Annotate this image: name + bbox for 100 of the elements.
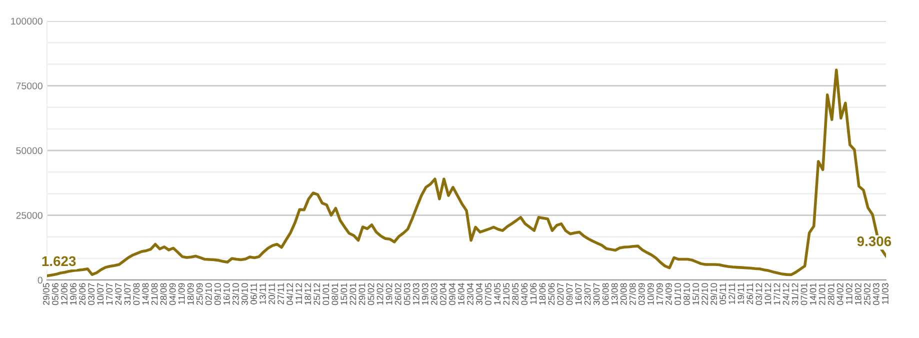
x-tick-label: 18/12 [304, 283, 312, 305]
x-tick-label: 25/02 [864, 283, 870, 305]
x-tick-label: 06/08 [602, 283, 609, 306]
x-tick-label: 28/05 [512, 283, 519, 305]
x-tick-label: 25/06 [548, 283, 555, 305]
x-tick-label: 25/09 [196, 283, 203, 305]
x-tick-label: 03/07 [88, 283, 95, 306]
x-tick-label: 05/11 [719, 283, 726, 304]
x-tick-label: 28/08 [160, 283, 167, 305]
x-tick-label: 07/05 [484, 283, 492, 306]
x-tick-label: 12/06 [60, 283, 68, 305]
x-tick-label: 11/02 [846, 283, 852, 304]
y-tick-label: 100000 [11, 18, 42, 25]
x-tick-label: 26/03 [430, 283, 438, 305]
x-tick-label: 04/09 [169, 283, 176, 306]
x-tick-label: 05/06 [52, 283, 58, 306]
x-tick-label: 15/01 [340, 283, 348, 305]
x-tick-label: 27/08 [629, 283, 636, 305]
x-tick-label: 05/03 [404, 283, 410, 306]
x-tick-label: 21/08 [151, 283, 158, 305]
x-tick-label: 23/10 [232, 283, 239, 305]
x-tick-label: 06/11 [250, 283, 257, 304]
x-tick-label: 30/10 [241, 283, 248, 306]
x-tick-label: 10/07 [96, 283, 104, 305]
x-tick-label: 02/10 [205, 283, 212, 306]
x-tick-label: 15/10 [692, 283, 699, 305]
x-tick-label: 14/05 [494, 283, 500, 305]
x-tick-label: 09/10 [214, 283, 221, 306]
x-tick-label: 21/05 [502, 283, 510, 305]
x-tick-label: 11/09 [178, 283, 185, 304]
x-tick-label: 11/06 [530, 283, 537, 304]
x-tick-label: 10/12 [764, 283, 772, 305]
y-tick-label: 25000 [16, 212, 42, 219]
x-tick-label: 29/05 [42, 283, 50, 305]
x-tick-label: 05/02 [368, 283, 374, 306]
x-tick-label: 11/03 [882, 283, 888, 304]
x-tick-label: 12/03 [412, 283, 420, 305]
x-tick-label: 18/02 [854, 283, 862, 305]
x-tick-label: 19/03 [422, 283, 428, 305]
annotation: 9.306 [857, 236, 892, 246]
x-tick-label: 01/01 [322, 283, 330, 306]
x-tick-label: 24/07 [114, 283, 122, 305]
x-tick-label: 07/08 [133, 283, 140, 306]
x-tick-label: 16/04 [458, 283, 464, 305]
x-tick-label: 19/02 [386, 283, 392, 305]
x-tick-label: 19/06 [70, 283, 76, 305]
x-tick-label: 26/06 [78, 283, 86, 305]
x-tick-label: 04/06 [520, 283, 528, 306]
x-tick-label: 13/08 [611, 283, 618, 305]
x-tick-label: 12/11 [728, 283, 736, 304]
x-tick-label: 25/12 [313, 283, 320, 305]
x-tick-label: 10/09 [647, 283, 654, 305]
x-tick-label: 30/04 [476, 283, 482, 306]
x-tick-label: 16/07 [575, 283, 582, 305]
x-tick-label: 11/12 [295, 283, 302, 304]
x-tick-label: 09/07 [566, 283, 573, 306]
x-tick-label: 02/07 [557, 283, 564, 306]
x-tick-label: 17/09 [656, 283, 663, 305]
x-tick-label: 14/01 [810, 283, 816, 305]
x-tick-label: 19/11 [737, 283, 744, 304]
x-tick-label: 03/12 [755, 283, 762, 306]
x-tick-label: 29/10 [710, 283, 718, 305]
x-tick-label: 22/10 [701, 283, 708, 305]
x-tick-label: 27/11 [277, 283, 284, 304]
x-tick-label: 07/01 [800, 283, 808, 306]
x-tick-label: 13/11 [259, 283, 266, 304]
x-tick-label: 04/02 [836, 283, 844, 306]
x-tick-label: 23/04 [466, 283, 474, 305]
x-tick-label: 16/10 [223, 283, 230, 305]
annotation: 1.623 [42, 256, 76, 266]
x-tick-label: 21/01 [818, 283, 826, 305]
x-tick-label: 03/09 [638, 283, 645, 306]
y-tick-label: 50000 [16, 147, 42, 154]
x-tick-label: 20/08 [620, 283, 627, 305]
x-tick-label: 17/07 [106, 283, 113, 305]
x-tick-label: 20/11 [268, 283, 275, 304]
x-tick-label: 24/12 [782, 283, 790, 305]
x-tick-label: 18/09 [187, 283, 194, 305]
x-tick-label: 23/07 [584, 283, 591, 305]
x-tick-label: 29/01 [358, 283, 366, 305]
x-tick-label: 04/03 [872, 283, 880, 306]
x-tick-label: 14/08 [142, 283, 149, 305]
x-tick-label: 22/01 [350, 283, 356, 305]
x-tick-label: 28/01 [828, 283, 834, 305]
x-tick-label: 12/02 [376, 283, 384, 305]
x-tick-label: 08/10 [683, 283, 690, 306]
x-tick-label: 17/12 [774, 283, 780, 305]
y-tick-label: 0 [38, 276, 42, 284]
x-tick-label: 08/01 [331, 283, 338, 306]
x-tick-label: 04/12 [286, 283, 294, 306]
x-tick-label: 18/06 [538, 283, 546, 305]
x-tick-label: 31/12 [792, 283, 798, 306]
x-tick-label: 01/10 [674, 283, 681, 306]
y-tick-label: 75000 [16, 82, 42, 90]
x-tick-label: 24/09 [665, 283, 672, 305]
x-tick-label: 26/11 [746, 283, 754, 304]
x-tick-label: 09/04 [448, 283, 456, 306]
x-tick-label: 30/07 [593, 283, 600, 306]
x-tick-label: 26/02 [394, 283, 402, 305]
x-tick-label: 31/07 [124, 283, 131, 306]
